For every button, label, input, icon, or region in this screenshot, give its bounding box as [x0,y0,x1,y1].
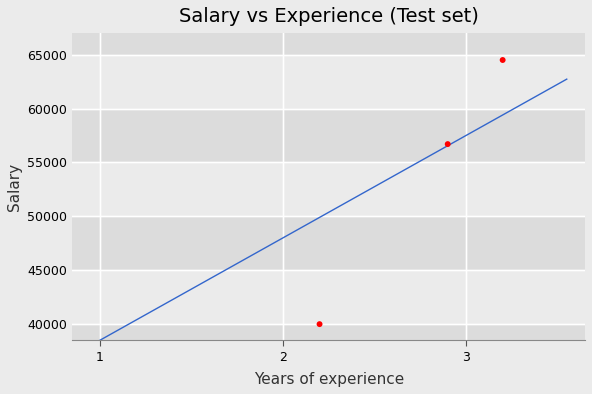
Bar [72,270,585,324]
Bar [72,162,585,216]
Title: Salary vs Experience (Test set): Salary vs Experience (Test set) [179,7,479,26]
Bar [72,33,585,55]
Point [443,141,452,147]
Bar [72,55,585,108]
Bar [72,324,585,340]
Y-axis label: Salary: Salary [7,163,22,211]
Point [315,321,324,327]
X-axis label: Years of experience: Years of experience [253,372,404,387]
Bar [72,108,585,162]
Point [498,57,507,63]
Bar [72,216,585,270]
